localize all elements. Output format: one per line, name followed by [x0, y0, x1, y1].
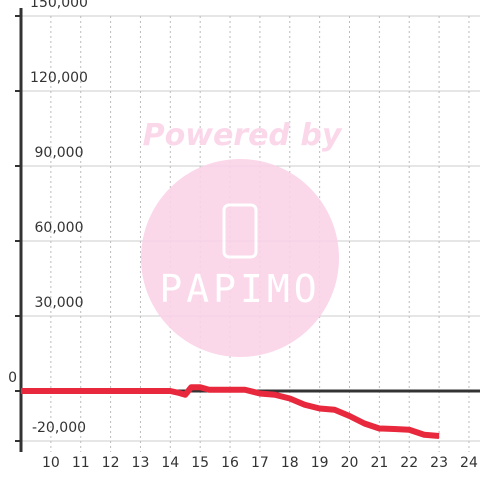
y-tick-label: 90,000: [35, 145, 84, 161]
watermark: Powered by PAPIMO: [141, 118, 343, 357]
x-tick-label: 17: [251, 455, 269, 471]
x-tick-label: 11: [72, 455, 90, 471]
y-tick-label: 0: [8, 370, 17, 386]
x-tick-label: 24: [460, 455, 478, 471]
x-tick-label: 13: [132, 455, 150, 471]
y-tick-label: 120,000: [30, 70, 88, 86]
x-tick-label: 16: [221, 455, 239, 471]
x-tick-label: 20: [341, 455, 359, 471]
x-tick-label: 22: [400, 455, 418, 471]
x-tick-label: 23: [430, 455, 448, 471]
x-tick-label: 19: [311, 455, 329, 471]
y-tick-label: 30,000: [35, 295, 84, 311]
y-tick-label: 60,000: [35, 220, 84, 236]
x-tick-label: 10: [42, 455, 60, 471]
watermark-bottom: PAPIMO: [159, 267, 320, 311]
x-tick-label: 21: [370, 455, 388, 471]
x-tick-label: 12: [102, 455, 120, 471]
watermark-top: Powered by: [143, 118, 343, 153]
x-tick-label: 18: [281, 455, 299, 471]
y-tick-label: -20,000: [32, 420, 86, 436]
line: [21, 384, 440, 439]
y-tick-label: 150,000: [30, 0, 88, 11]
x-tick-label: 14: [161, 455, 179, 471]
watermark-phone: [222, 203, 258, 259]
x-tick-label: 15: [191, 455, 209, 471]
